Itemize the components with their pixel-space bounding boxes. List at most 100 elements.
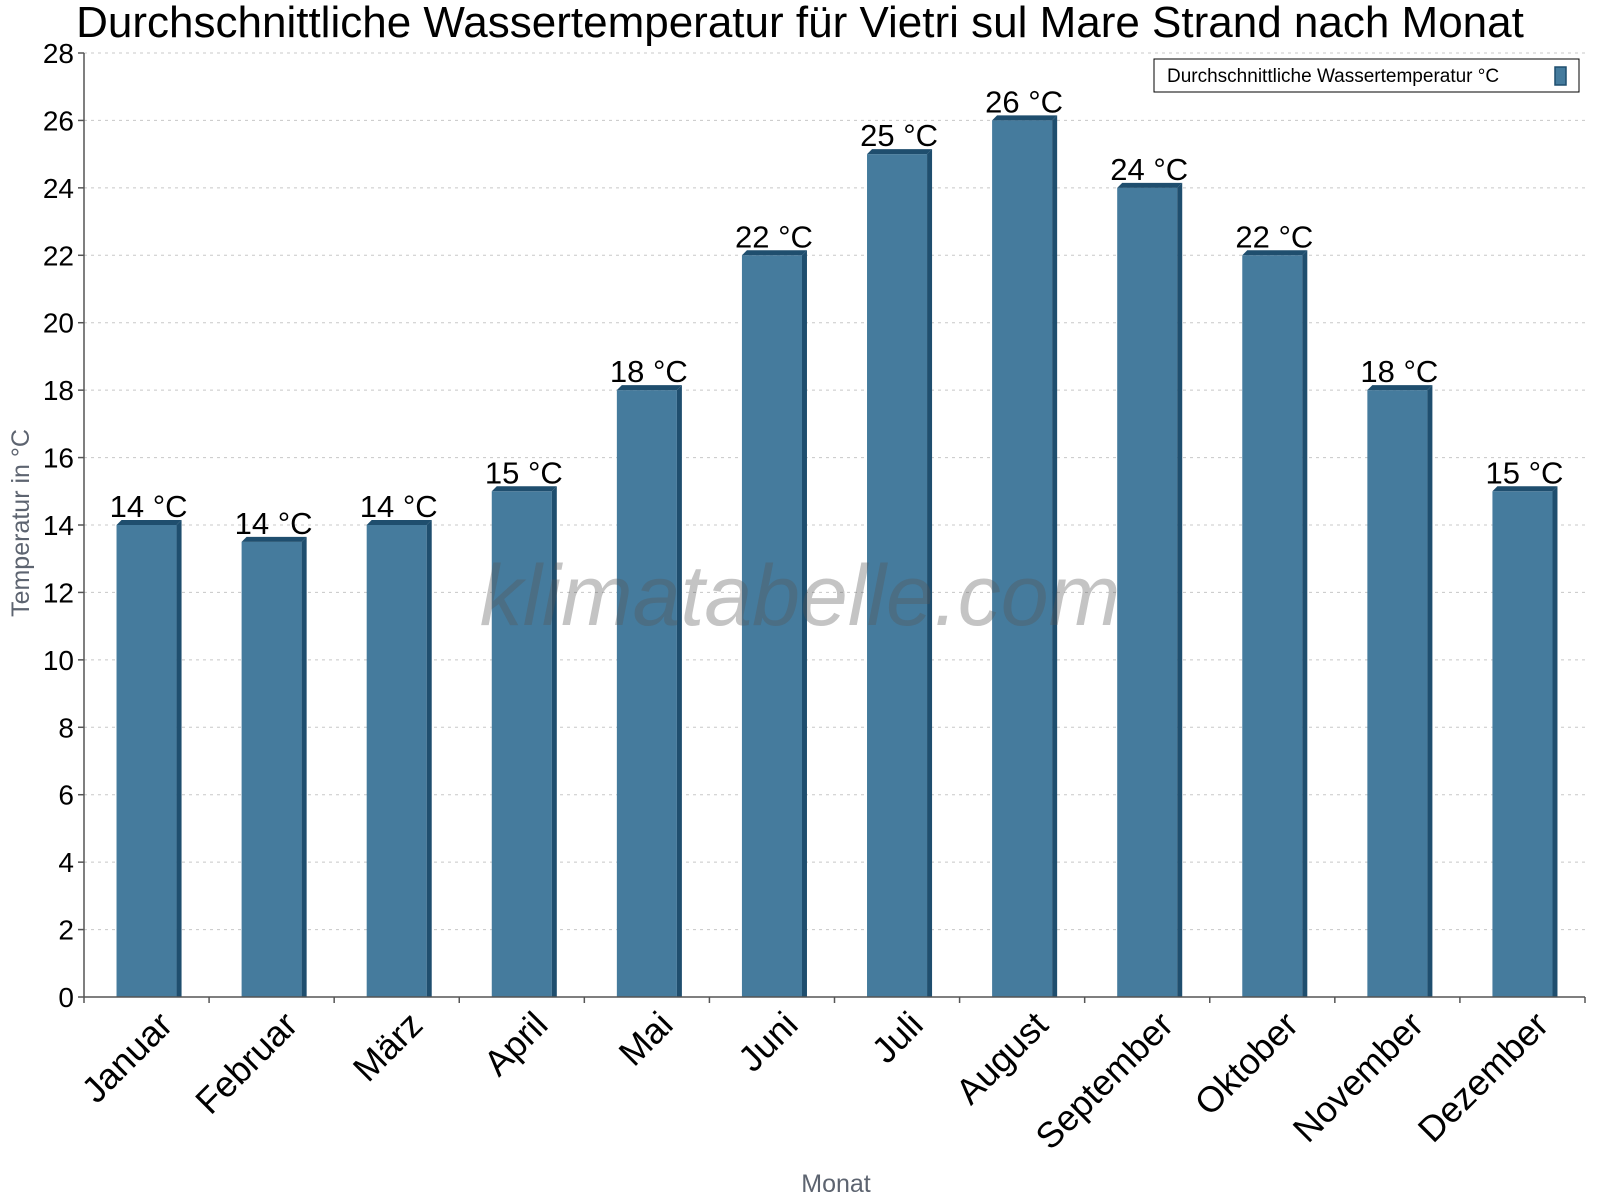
legend-box — [1153, 58, 1580, 93]
x-tick-label: Dezember — [1410, 1004, 1556, 1150]
x-axis-title: Monat — [801, 1170, 871, 1198]
bar-top — [741, 250, 807, 256]
data-label: 14 °C — [360, 489, 438, 524]
data-label: 25 °C — [860, 118, 938, 153]
x-tick-label: November — [1285, 1004, 1431, 1150]
bar-face — [992, 120, 1053, 997]
y-tick-label: 16 — [43, 443, 74, 474]
bar — [1117, 182, 1183, 997]
bar-face — [1117, 187, 1178, 997]
x-tick-label: September — [1027, 1004, 1181, 1158]
y-tick-label: 14 — [43, 510, 74, 541]
bar — [1367, 385, 1433, 998]
bar-face — [1367, 390, 1428, 998]
data-label: 22 °C — [1235, 219, 1313, 254]
bar-face — [491, 491, 552, 997]
data-label: 15 °C — [485, 455, 563, 490]
bar-side — [426, 520, 432, 997]
bar-top — [1367, 385, 1433, 391]
legend-swatch — [1554, 66, 1567, 86]
bar-top — [491, 486, 557, 492]
bar-side — [176, 520, 182, 997]
bar-face — [116, 525, 177, 997]
y-tick-label: 28 — [43, 38, 74, 69]
bar-top — [1117, 182, 1183, 188]
x-tick-label: Juli — [864, 1004, 931, 1071]
bar-top — [116, 520, 182, 525]
bar — [1242, 250, 1308, 998]
y-tick-label: 22 — [43, 240, 74, 271]
bar-face — [741, 255, 802, 998]
data-label: 26 °C — [985, 84, 1063, 119]
y-tick-label: 4 — [58, 847, 74, 878]
y-tick-label: 8 — [58, 712, 74, 743]
bar-top — [992, 115, 1058, 121]
gridlines — [84, 52, 1585, 931]
bar-side — [801, 250, 807, 998]
bar — [491, 486, 557, 997]
data-label: 18 °C — [1360, 354, 1438, 389]
y-tick-label: 10 — [43, 645, 74, 676]
bar — [992, 115, 1058, 997]
data-label: 14 °C — [110, 489, 188, 524]
x-tick-label: Mai — [611, 1004, 681, 1074]
y-tick-label: 0 — [58, 982, 74, 1013]
y-axis-title: Temperatur in °C — [7, 429, 35, 617]
bar-top — [616, 385, 682, 391]
bar-side — [1552, 486, 1558, 997]
y-tick-label: 24 — [43, 173, 74, 204]
y-tick-label: 20 — [43, 308, 74, 339]
x-tick-label: April — [476, 1004, 556, 1084]
bar-top — [241, 536, 307, 542]
data-labels: 14 °C 14 °C 14 °C 15 °C 18 °C 22 °C 25 °C 26 °C… — [110, 84, 1564, 540]
bar-side — [1427, 385, 1433, 998]
bar-side — [927, 149, 933, 998]
x-tick-label: Oktober — [1186, 1004, 1306, 1124]
bar — [116, 520, 182, 997]
data-label: 14 °C — [235, 506, 313, 541]
bar — [366, 520, 432, 997]
bar-top — [867, 149, 933, 155]
bar-side — [676, 385, 682, 998]
y-tick-label: 18 — [43, 375, 74, 406]
bar-side — [1177, 182, 1183, 997]
bar-face — [1492, 491, 1553, 997]
bar — [867, 149, 933, 998]
bar-face — [616, 390, 677, 998]
y-tick-label: 2 — [58, 915, 74, 946]
y-tick-label: 6 — [58, 780, 74, 811]
data-label: 18 °C — [610, 354, 688, 389]
bar-face — [366, 525, 427, 997]
bar — [1492, 486, 1558, 997]
x-axis-ticks: Januar Februar März April Mai Juni Juli AugustS… — [73, 997, 1586, 1158]
bars — [116, 115, 1558, 998]
bar — [241, 536, 307, 997]
bar-side — [1302, 250, 1308, 998]
bar — [741, 250, 807, 998]
bar-side — [301, 536, 307, 997]
chart-title: Durchschnittliche Wassertemperatur für V… — [76, 0, 1524, 47]
y-tick-label: 12 — [43, 577, 74, 608]
bar — [616, 385, 682, 998]
data-label: 24 °C — [1110, 152, 1188, 187]
x-tick-label: Februar — [187, 1004, 305, 1122]
watermark: klimatabelle.com — [480, 548, 1120, 644]
data-label: 15 °C — [1486, 455, 1564, 490]
x-tick-label: März — [345, 1004, 431, 1090]
data-label: 22 °C — [735, 219, 813, 254]
bar-side — [1052, 115, 1058, 997]
x-tick-label: August — [948, 1004, 1056, 1112]
bar-face — [1242, 255, 1303, 998]
x-tick-label: Januar — [73, 1004, 180, 1111]
x-tick-label: Juni — [730, 1004, 806, 1080]
legend: Durchschnittliche Wassertemperatur °C — [1153, 58, 1580, 93]
bar-top — [1492, 486, 1558, 492]
legend-label: Durchschnittliche Wassertemperatur °C — [1167, 66, 1499, 87]
bar-face — [867, 154, 928, 998]
bar-top — [366, 520, 432, 525]
bar-side — [551, 486, 557, 997]
bar-face — [241, 541, 302, 997]
y-tick-label: 26 — [43, 105, 74, 136]
